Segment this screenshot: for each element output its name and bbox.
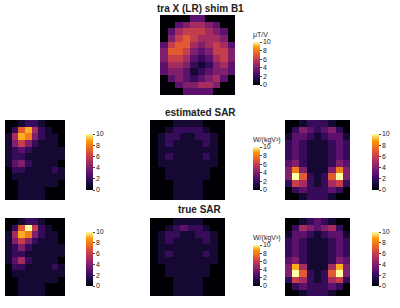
svg-text:8: 8 bbox=[96, 142, 100, 149]
svg-text:10: 10 bbox=[263, 241, 271, 248]
svg-text:2: 2 bbox=[96, 272, 100, 279]
svg-text:4: 4 bbox=[382, 164, 386, 171]
svg-text:0: 0 bbox=[96, 282, 100, 289]
svg-text:8: 8 bbox=[263, 47, 267, 54]
svg-text:10: 10 bbox=[263, 143, 271, 150]
svg-text:0: 0 bbox=[263, 186, 267, 193]
svg-text:4: 4 bbox=[263, 266, 267, 273]
svg-text:4: 4 bbox=[263, 64, 267, 71]
svg-text:10: 10 bbox=[382, 228, 390, 235]
svg-text:0: 0 bbox=[382, 186, 386, 193]
svg-text:8: 8 bbox=[382, 142, 386, 149]
svg-text:6: 6 bbox=[263, 161, 267, 168]
svg-text:0: 0 bbox=[96, 186, 100, 193]
svg-text:10: 10 bbox=[382, 130, 390, 137]
svg-text:4: 4 bbox=[382, 261, 386, 268]
svg-text:0: 0 bbox=[263, 81, 267, 88]
svg-text:8: 8 bbox=[96, 239, 100, 246]
svg-text:true SAR: true SAR bbox=[178, 204, 222, 215]
svg-text:μT/V: μT/V bbox=[253, 31, 268, 39]
svg-text:2: 2 bbox=[382, 272, 386, 279]
svg-text:4: 4 bbox=[96, 261, 100, 268]
svg-text:8: 8 bbox=[263, 152, 267, 159]
svg-text:6: 6 bbox=[382, 250, 386, 257]
svg-text:0: 0 bbox=[382, 282, 386, 289]
svg-text:6: 6 bbox=[263, 56, 267, 63]
svg-text:0: 0 bbox=[263, 282, 267, 289]
svg-text:6: 6 bbox=[263, 258, 267, 265]
svg-text:10: 10 bbox=[96, 130, 104, 137]
svg-text:8: 8 bbox=[263, 250, 267, 257]
svg-text:2: 2 bbox=[263, 73, 267, 80]
svg-text:4: 4 bbox=[96, 164, 100, 171]
svg-text:estimated SAR: estimated SAR bbox=[165, 107, 236, 118]
svg-text:10: 10 bbox=[263, 38, 271, 45]
svg-text:2: 2 bbox=[263, 274, 267, 281]
svg-text:6: 6 bbox=[96, 153, 100, 160]
svg-text:2: 2 bbox=[96, 175, 100, 182]
svg-text:6: 6 bbox=[96, 250, 100, 257]
svg-text:10: 10 bbox=[96, 228, 104, 235]
svg-text:W/(kgV²): W/(kgV²) bbox=[253, 136, 281, 144]
svg-text:tra X (LR) shim B1: tra X (LR) shim B1 bbox=[157, 3, 244, 14]
svg-text:6: 6 bbox=[382, 153, 386, 160]
svg-text:2: 2 bbox=[263, 178, 267, 185]
svg-text:8: 8 bbox=[382, 239, 386, 246]
svg-text:W/(kgV²): W/(kgV²) bbox=[253, 234, 281, 242]
svg-text:2: 2 bbox=[382, 175, 386, 182]
svg-text:4: 4 bbox=[263, 169, 267, 176]
